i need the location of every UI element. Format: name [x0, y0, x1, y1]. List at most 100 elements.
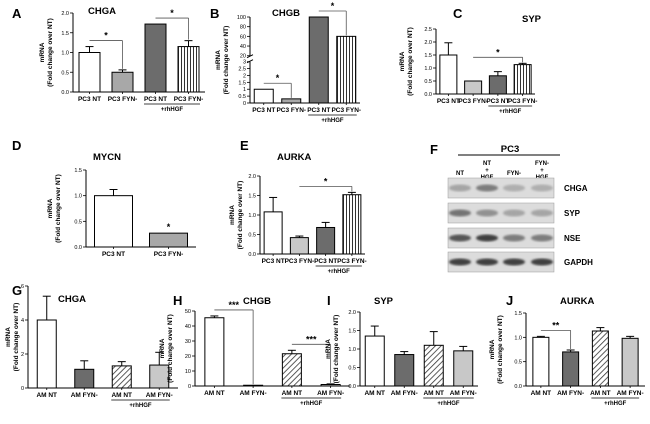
y-tick-label: 0.5	[61, 70, 69, 76]
x-tick-label: AM NT	[36, 392, 57, 399]
bar-pc3-nt	[253, 88, 274, 104]
bar-pc3-nt	[308, 16, 329, 104]
significance-marker: *	[496, 47, 500, 57]
significance-marker: **	[552, 320, 560, 330]
chart-panel-a: A CHGA mRNA(Fold change over NT) 0.0 0.5 1.0 1…	[12, 6, 205, 113]
panel-label: J	[506, 293, 513, 308]
bar-am-fyn-	[394, 354, 415, 387]
y-axis-label-line: mRNA	[39, 42, 46, 62]
chart-title: CHGA	[58, 294, 86, 305]
blot-band	[449, 184, 471, 192]
y-tick-label: 20	[185, 354, 191, 360]
chart-panel-i: I SYP mRNA(Fold change over NT) 0.0 0.5 1.0 1.…	[325, 293, 478, 407]
x-tick-label: PC3 FYN-	[108, 96, 138, 103]
chart-title: AURKA	[560, 296, 594, 307]
x-tick-label: PC3 NT	[307, 107, 330, 114]
y-tick-label: 2.5	[238, 67, 246, 73]
y-axis-label-line: (Fold change over NT)	[237, 181, 244, 250]
y-tick-label: 1.0	[74, 194, 82, 200]
y-tick-label: 0.5	[348, 366, 356, 372]
y-axis-label-line: mRNA	[47, 198, 54, 218]
x-tick-label: PC3 NT	[314, 258, 337, 265]
bar-am-fyn-	[320, 384, 341, 387]
bar-am-fyn-	[149, 364, 170, 389]
x-tick-label: AM FYN-	[557, 390, 584, 397]
y-tick-label: 60	[240, 34, 246, 40]
group-label: +rhHGF	[300, 401, 323, 407]
chart-panel-d: D MYCN mRNA(Fold change over NT) 0.0 0.5 1.0 1…	[12, 138, 196, 258]
x-tick-label: PC3 NT	[78, 96, 101, 103]
y-tick-label: 0	[188, 384, 191, 390]
x-tick-label: PC3 NT	[102, 251, 125, 258]
y-tick-label: 80	[240, 25, 246, 31]
y-tick-label: 1.5	[424, 53, 432, 59]
x-tick-label: AM FYN-	[391, 390, 418, 397]
bar-am-nt	[281, 353, 302, 387]
y-tick-label: 1.5	[74, 168, 82, 174]
y-tick-label: 0.0	[424, 92, 432, 98]
x-tick-label: PC3 FYN-	[174, 96, 204, 103]
y-axis-label-line: (Fold change over NT)	[55, 174, 62, 243]
y-tick-label: 0	[21, 386, 24, 392]
y-tick-label: 0.5	[248, 233, 256, 239]
group-label: +rhHGF	[437, 401, 460, 407]
x-tick-label: PC3 NT	[262, 258, 285, 265]
blot-band	[503, 258, 525, 266]
y-tick-label: 0.0	[514, 384, 522, 390]
y-tick-label: 1.0	[248, 213, 256, 219]
y-tick-label: 2.0	[424, 40, 432, 46]
x-tick-label: PC3 FYN-	[508, 98, 538, 105]
chart-title: SYP	[374, 296, 394, 307]
blot-strip	[447, 202, 555, 224]
y-axis-label: mRNA(Fold change over NT)	[325, 315, 340, 384]
bar-pc3-fyn-	[281, 98, 302, 104]
y-tick-label: 50	[185, 309, 191, 315]
blot-band	[503, 234, 525, 242]
blot-band	[503, 209, 525, 217]
bar-pc3-nt	[94, 195, 133, 248]
y-axis-label: mRNA(Fold change over NT)	[399, 27, 414, 96]
blot-band	[449, 258, 471, 266]
y-tick-label: 0.5	[74, 219, 82, 225]
blot-band	[503, 184, 525, 192]
bar-am-nt	[36, 319, 57, 389]
blot-band	[476, 184, 498, 192]
blot-strip	[447, 177, 555, 199]
blot-band	[531, 184, 553, 192]
blot-row-label: CHGA	[564, 184, 588, 193]
bar-am-fyn-	[453, 350, 474, 387]
blot-column-label-line: +	[485, 168, 489, 174]
blot-column-label-line: NT	[456, 171, 464, 177]
y-tick-label: 1.0	[348, 347, 356, 353]
bar-am-nt	[364, 335, 385, 387]
x-tick-label: PC3 NT	[486, 98, 509, 105]
bar-pc3-fyn-	[177, 46, 200, 93]
blot-band	[531, 234, 553, 242]
blot-band	[476, 234, 498, 242]
bar-pc3-nt	[488, 75, 507, 95]
y-tick-label: 1.5	[514, 311, 522, 317]
y-tick-label: 0.5	[514, 360, 522, 366]
x-tick-label: PC3 NT	[144, 96, 167, 103]
y-axis-label-line: mRNA	[229, 205, 236, 225]
x-tick-label: AM FYN-	[317, 390, 344, 397]
chart-title: SYP	[522, 14, 542, 25]
x-tick-label: PC3 NT	[437, 98, 460, 105]
y-axis-label-line: mRNA	[399, 51, 406, 71]
y-tick-label: 2	[21, 352, 24, 358]
x-tick-label: AM FYN-	[71, 392, 98, 399]
y-tick-label: 2.0	[248, 174, 256, 180]
y-tick-label: 6	[21, 284, 24, 290]
x-tick-label: AM FYN-	[617, 390, 644, 397]
blot-band	[531, 258, 553, 266]
y-axis-label: mRNA(Fold change over NT)	[39, 18, 54, 87]
y-axis-label-line: mRNA	[5, 327, 12, 347]
significance-marker: *	[167, 222, 171, 232]
blot-band	[476, 258, 498, 266]
blot-row-label: SYP	[564, 209, 581, 218]
y-axis-label: mRNA(Fold change over NT)	[159, 314, 174, 383]
y-axis-label-line: mRNA	[215, 50, 222, 70]
chart-title: CHGB	[272, 8, 300, 19]
